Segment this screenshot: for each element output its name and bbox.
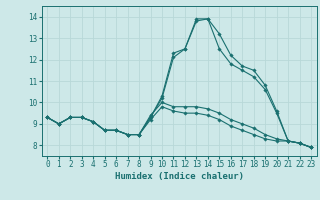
X-axis label: Humidex (Indice chaleur): Humidex (Indice chaleur) (115, 172, 244, 181)
